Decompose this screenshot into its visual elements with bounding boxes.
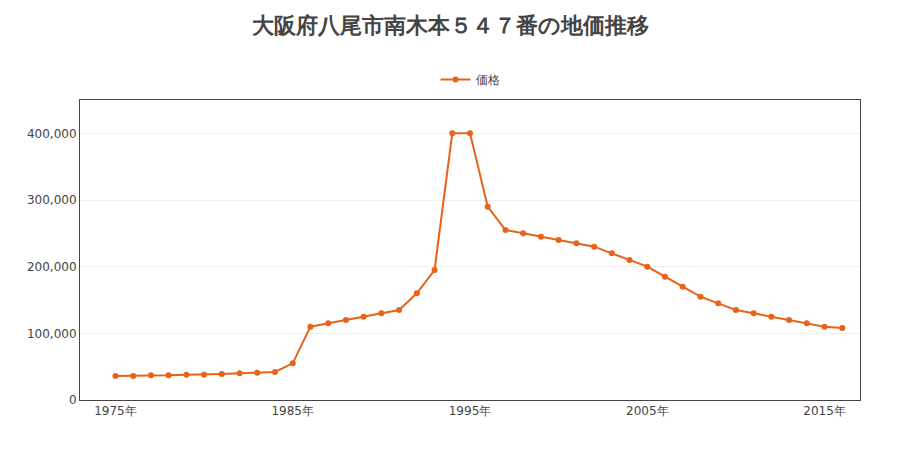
svg-text:2015年: 2015年 [803,404,846,418]
svg-text:300,000: 300,000 [27,193,77,207]
svg-text:2005年: 2005年 [626,404,669,418]
svg-text:価格: 価格 [476,73,500,87]
svg-text:1975年: 1975年 [94,404,137,418]
svg-text:大阪府八尾市南木本５４７番の地価推移: 大阪府八尾市南木本５４７番の地価推移 [252,13,649,38]
svg-text:200,000: 200,000 [27,260,77,274]
svg-text:100,000: 100,000 [27,327,77,341]
svg-text:0: 0 [69,393,77,407]
svg-text:1995年: 1995年 [449,404,492,418]
svg-text:1985年: 1985年 [271,404,314,418]
svg-text:400,000: 400,000 [27,127,77,141]
